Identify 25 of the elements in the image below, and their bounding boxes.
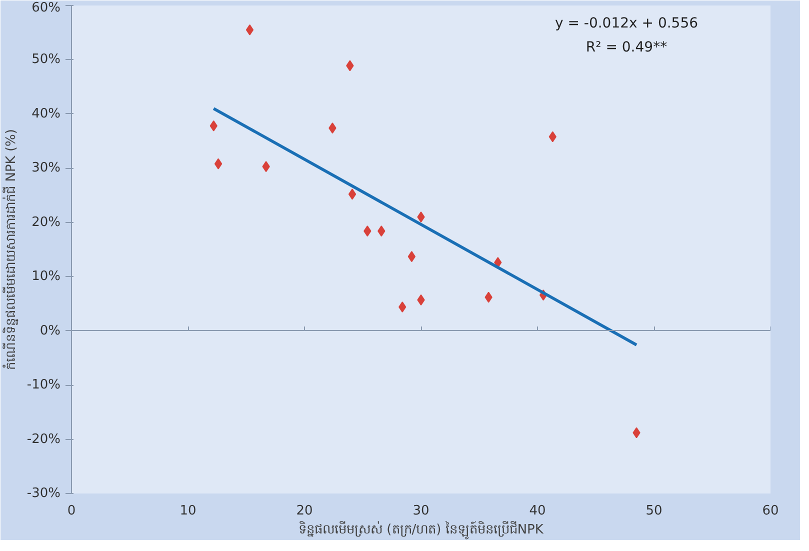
y-axis-title: កំណើនទិន្នផលមើមដោយសារការដាក់ជី NPK (%)	[2, 129, 19, 370]
y-tick-label: 30%	[32, 160, 61, 176]
y-tick-label: -30%	[26, 486, 61, 501]
annotation: y = -0.012x + 0.556	[554, 16, 698, 32]
x-tick-label: 40	[529, 504, 546, 518]
point	[246, 24, 254, 36]
y-tick-label: 0%	[40, 323, 60, 338]
point	[408, 251, 416, 262]
y-tick-label: 50%	[32, 52, 61, 68]
x-axis-title: ទិន្នផលមើមស្រស់ (តក្រ/ហត) នៃឡូត៍មិនប្រើជីNPK	[298, 520, 544, 540]
x-tick-label: 30	[412, 504, 430, 518]
x-tick-label: 20	[296, 504, 313, 518]
x-tick-label: 50	[646, 504, 662, 518]
annotation: R² = 0.49**	[586, 40, 668, 56]
x-tick-label: 0	[67, 504, 76, 518]
x-tick-label: 10	[180, 504, 196, 518]
y-tick-label: 10%	[32, 269, 61, 284]
y-tick-label: 60%	[32, 0, 61, 16]
x-tick-label: 60	[762, 504, 779, 518]
y-tick-label: 40%	[32, 106, 61, 122]
y-tick-label: 20%	[32, 214, 61, 230]
point	[348, 188, 356, 200]
y-tick-label: -20%	[26, 432, 61, 447]
y-tick-label: -10%	[26, 378, 61, 393]
point	[214, 158, 222, 170]
